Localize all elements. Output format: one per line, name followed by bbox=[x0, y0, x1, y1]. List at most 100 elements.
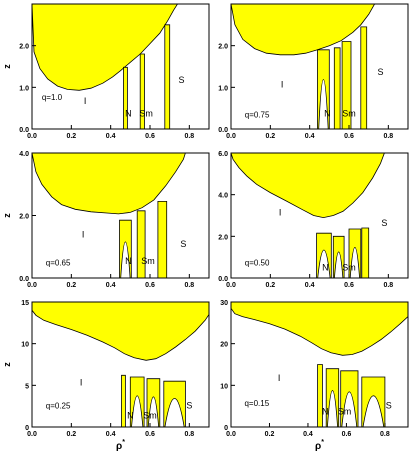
coexistence-region bbox=[32, 153, 186, 215]
x-tick-label: 0.2 bbox=[66, 133, 76, 140]
param-label: q=1.0 bbox=[42, 93, 63, 102]
transition-spike-3 bbox=[164, 24, 171, 129]
region-label-n: N bbox=[322, 263, 329, 273]
x-tick-label: 0.6 bbox=[145, 282, 155, 289]
panel-frame bbox=[31, 3, 210, 130]
y-tick-label: 1.0 bbox=[19, 85, 29, 92]
param-label: q=0.15 bbox=[244, 399, 269, 408]
region-label-i: I bbox=[80, 377, 83, 387]
x-tick-label: 0.6 bbox=[342, 431, 352, 438]
x-tick-label: 0.8 bbox=[184, 431, 194, 438]
panel-frame bbox=[230, 152, 409, 279]
region-label-i: I bbox=[281, 79, 284, 89]
panel-frame bbox=[230, 301, 409, 428]
y-axis-label: z bbox=[2, 213, 12, 218]
region-label-sm: Sm bbox=[141, 256, 155, 266]
y-tick-label: 10 bbox=[21, 342, 29, 349]
transition-spike-4 bbox=[360, 26, 368, 129]
coexistence-region bbox=[32, 4, 178, 91]
panel-6: 0.0 0.2 0.4 0.6 0.8 0 10 20 30 I N Sm Sq=0.15 ρ* bbox=[220, 300, 409, 452]
x-tick-label: 0.0 bbox=[27, 133, 37, 140]
transition-spike-2 bbox=[136, 210, 146, 278]
x-tick-label: 0.2 bbox=[265, 133, 275, 140]
y-tick-label: 20 bbox=[220, 342, 228, 349]
transition-spike-1 bbox=[317, 364, 323, 427]
panel-5: 0.0 0.2 0.4 0.6 0.8 0 5 10 15 I N Sm Sq=0.25 z ρ* bbox=[2, 300, 210, 452]
y-tick-label: 0 bbox=[224, 425, 228, 432]
transition-spike-2 bbox=[139, 53, 145, 129]
x-tick-label: 0.2 bbox=[265, 431, 275, 438]
transition-spike-3 bbox=[157, 201, 168, 278]
panel-frame bbox=[31, 301, 210, 428]
x-tick-label: 0.8 bbox=[383, 133, 393, 140]
coexistence-region bbox=[231, 302, 408, 356]
y-tick-label: 2.0 bbox=[218, 234, 228, 241]
region-label-n: N bbox=[125, 109, 132, 119]
region-label-n: N bbox=[125, 256, 132, 266]
y-tick-label: 2.0 bbox=[218, 44, 228, 51]
region-label-s: S bbox=[381, 218, 387, 228]
panel-3: 0.0 0.2 0.4 0.6 0.8 0.0 2.0 4.0 I N Sm Sq=0.65 z bbox=[2, 151, 210, 289]
transition-spike-1 bbox=[123, 66, 128, 129]
region-label-sm: Sm bbox=[342, 263, 356, 273]
coexistence-region bbox=[32, 302, 209, 361]
y-tick-label: 30 bbox=[220, 300, 228, 307]
param-label: q=0.75 bbox=[245, 110, 270, 119]
region-label-n: N bbox=[324, 109, 331, 119]
x-tick-label: 0.2 bbox=[265, 282, 275, 289]
x-tick-label: 0.4 bbox=[106, 282, 116, 289]
x-tick-label: 0.4 bbox=[303, 431, 313, 438]
transition-spike-3 bbox=[340, 370, 359, 427]
y-axis-label: z bbox=[2, 64, 12, 69]
x-tick-label: 0.4 bbox=[305, 133, 315, 140]
x-axis-label: ρ* bbox=[315, 439, 324, 452]
x-tick-label: 0.0 bbox=[226, 431, 236, 438]
region-label-s: S bbox=[178, 75, 184, 85]
x-axis-label: ρ* bbox=[116, 439, 125, 452]
transition-spike-3 bbox=[341, 41, 352, 129]
region-label-sm: Sm bbox=[338, 407, 352, 417]
x-tick-label: 0.8 bbox=[184, 282, 194, 289]
y-tick-label: 4.0 bbox=[19, 151, 29, 158]
region-label-s: S bbox=[386, 400, 392, 410]
x-tick-label: 0.0 bbox=[226, 282, 236, 289]
transition-spike-2 bbox=[333, 47, 341, 129]
y-axis-label: z bbox=[2, 362, 12, 367]
x-tick-label: 0.6 bbox=[145, 431, 155, 438]
x-tick-label: 0.6 bbox=[344, 133, 354, 140]
panel-2: 0.0 0.2 0.4 0.6 0.8 0.0 1.0 2.0 I N Sm Sq=0.75 bbox=[218, 3, 409, 140]
region-label-s: S bbox=[186, 401, 192, 411]
y-tick-label: 0.0 bbox=[19, 127, 29, 134]
x-tick-label: 0.2 bbox=[66, 282, 76, 289]
y-tick-label: 1.0 bbox=[218, 85, 228, 92]
y-tick-label: 0.0 bbox=[19, 276, 29, 283]
param-label: q=0.65 bbox=[46, 259, 71, 268]
y-tick-label: 2.0 bbox=[19, 214, 29, 221]
x-tick-label: 0.0 bbox=[27, 431, 37, 438]
region-label-s: S bbox=[180, 239, 186, 249]
panel-frame bbox=[230, 3, 409, 130]
x-tick-label: 0.6 bbox=[145, 133, 155, 140]
x-tick-label: 0.0 bbox=[226, 133, 236, 140]
transition-spike-1 bbox=[121, 374, 126, 427]
transition-spike-1 bbox=[119, 219, 132, 278]
x-tick-label: 0.2 bbox=[66, 431, 76, 438]
y-tick-label: 5 bbox=[25, 383, 29, 390]
x-tick-label: 0.6 bbox=[344, 282, 354, 289]
x-tick-label: 0.8 bbox=[383, 282, 393, 289]
region-label-sm: Sm bbox=[342, 109, 356, 119]
region-label-i: I bbox=[82, 229, 85, 239]
y-tick-label: 2.0 bbox=[19, 44, 29, 51]
x-tick-label: 0.8 bbox=[184, 133, 194, 140]
panel-4: 0.0 0.2 0.4 0.6 0.8 0.0 2.0 4.0 6.0 I N Sm Sq=0.50 bbox=[218, 151, 409, 289]
transition-spike-2 bbox=[325, 368, 340, 427]
y-tick-label: 15 bbox=[21, 300, 29, 307]
coexistence-region bbox=[231, 4, 375, 56]
panel-1: 0.0 0.2 0.4 0.6 0.8 0.0 1.0 2.0 I N Sm Sq=1.0 z bbox=[2, 3, 210, 140]
x-tick-label: 0.4 bbox=[305, 282, 315, 289]
x-tick-label: 0.4 bbox=[106, 431, 116, 438]
param-label: q=0.25 bbox=[46, 402, 71, 411]
transition-spike-4 bbox=[361, 227, 370, 278]
region-label-i: I bbox=[84, 96, 87, 106]
